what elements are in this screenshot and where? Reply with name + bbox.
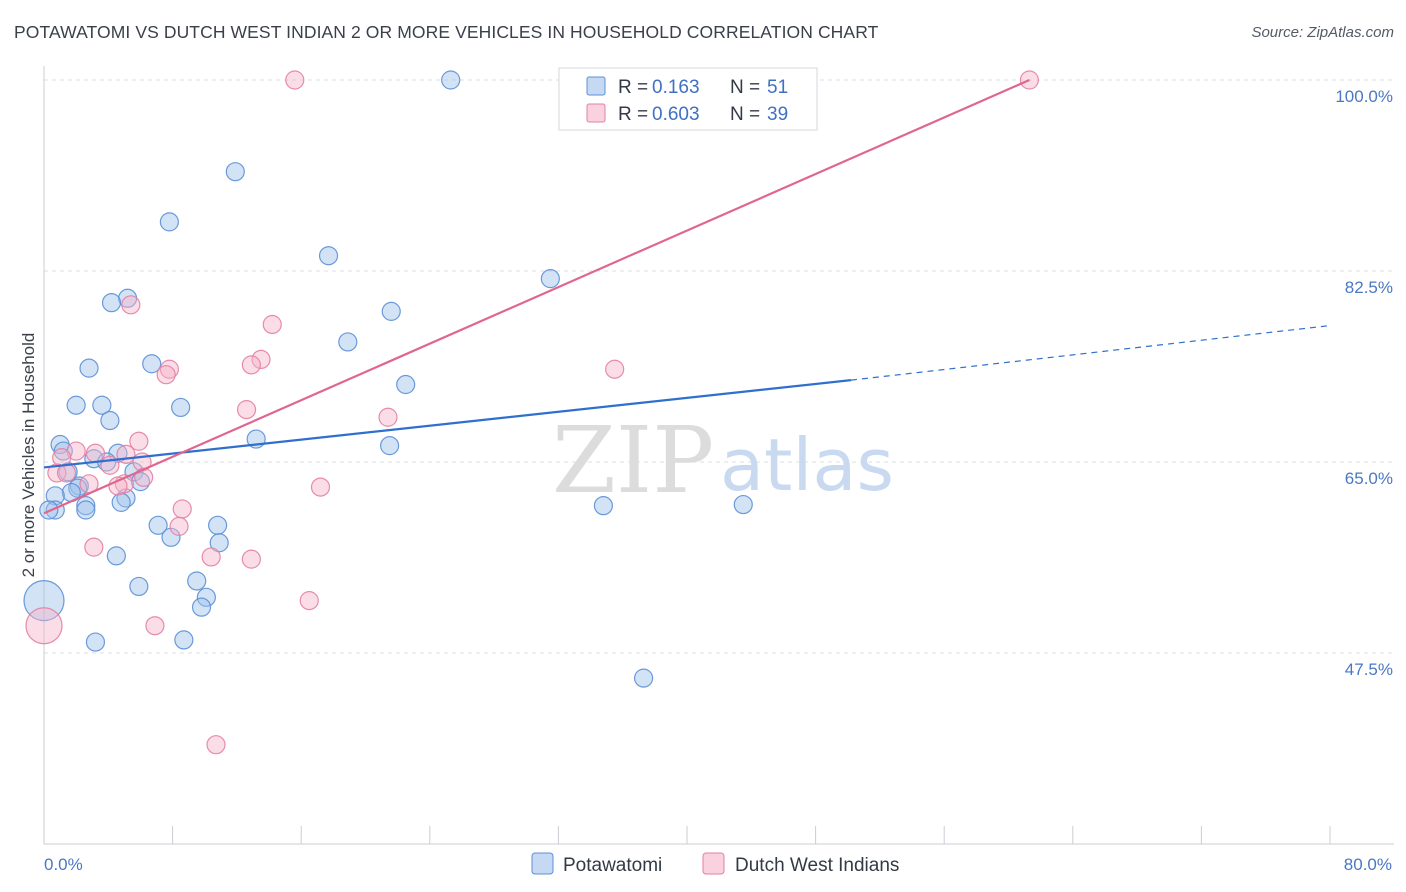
potawatomi-point <box>100 410 120 431</box>
y-axis-title: 2 or more Vehicles in Household <box>19 333 38 578</box>
y-tick-label: 65.0% <box>1345 469 1393 488</box>
legend-n-value: 39 <box>767 104 788 125</box>
potawatomi-point <box>148 515 168 535</box>
potawatomi-point <box>111 492 131 512</box>
y-tick-label: 47.5% <box>1345 660 1393 679</box>
potawatomi-point <box>76 500 96 520</box>
dutch-west-indians-point <box>121 295 141 315</box>
dutch-west-indians-point <box>169 516 189 536</box>
potawatomi-point <box>45 486 65 506</box>
dutch-west-indians-point <box>116 444 136 464</box>
potawatomi-point <box>187 571 207 591</box>
dutch-west-indians-point <box>285 70 305 90</box>
potawatomi-point <box>380 436 400 456</box>
potawatomi-point <box>593 496 614 516</box>
dutch-west-indians-point <box>108 476 128 496</box>
dutch-west-indians-point <box>145 616 165 636</box>
dutch-west-indians-point <box>56 463 77 483</box>
potawatomi-trend-line <box>43 379 852 469</box>
y-tick-label: 82.5% <box>1345 278 1393 297</box>
potawatomi-point <box>171 397 191 418</box>
dutch-west-indians-point <box>156 365 176 385</box>
chart-title: POTAWATOMI VS DUTCH WEST INDIAN 2 OR MOR… <box>14 22 879 42</box>
legend-swatch <box>586 103 606 123</box>
dutch-west-indians-point <box>134 467 154 487</box>
potawatomi-point <box>396 374 416 395</box>
potawatomi-point <box>85 632 106 652</box>
potawatomi-point <box>129 576 149 597</box>
dutch-west-indians-point <box>201 547 221 567</box>
dutch-west-indians-point <box>172 499 192 519</box>
legend-r-label: R = <box>618 104 648 125</box>
dutch-west-indians-point <box>206 735 226 755</box>
potawatomi-point <box>76 496 96 516</box>
potawatomi-point <box>161 527 181 547</box>
dutch-west-indians-point <box>605 359 625 379</box>
watermark: ZIP atlas <box>552 407 894 514</box>
bottom-legend-swatch <box>702 852 725 875</box>
dutch-west-indians-point <box>236 400 257 420</box>
legend-r-label: R = <box>618 77 648 98</box>
potawatomi-point <box>225 162 245 182</box>
potawatomi-point <box>208 515 228 535</box>
dutch-west-indians-trend-line <box>43 78 1030 515</box>
dutch-west-indians-point <box>241 549 261 569</box>
potawatomi-point <box>79 358 99 378</box>
bottom-legend-label: Potawatomi <box>563 855 662 876</box>
dutch-west-indians-point <box>299 591 319 611</box>
potawatomi-trend-extension <box>850 324 1331 381</box>
legend-n-label: N = <box>730 77 760 98</box>
legend-n-value: 51 <box>767 77 788 98</box>
dutch-west-indians-point <box>251 349 271 370</box>
bottom-legend-swatch <box>531 852 554 875</box>
potawatomi-point <box>191 597 212 617</box>
legend: R = 0.163 N = 51 R = 0.603 N = 39 <box>558 67 818 131</box>
potawatomi-point <box>733 494 753 515</box>
potawatomi-point <box>441 70 461 90</box>
potawatomi-point <box>318 246 339 266</box>
dutch-west-indians-point <box>310 477 331 497</box>
potawatomi-point <box>159 212 179 232</box>
legend-swatch <box>586 76 606 96</box>
dutch-west-indians-point <box>84 537 104 557</box>
legend-r-value: 0.603 <box>652 104 700 125</box>
potawatomi-point <box>92 395 112 415</box>
dutch-west-indians-point <box>159 359 179 379</box>
potawatomi-point <box>633 668 654 688</box>
watermark-atlas: atlas <box>720 423 894 507</box>
legend-n-label: N = <box>730 104 760 125</box>
x-tick-label: 80.0% <box>1344 855 1392 874</box>
data-points <box>23 70 1039 755</box>
dutch-west-indians-point <box>241 355 261 375</box>
x-tick-label: 0.0% <box>44 855 83 874</box>
dutch-west-indians-point <box>129 431 149 451</box>
trend-lines <box>43 78 1331 515</box>
tick-labels: 47.5% 65.0% 82.5% 100.0% 0.0% 80.0% <box>44 87 1393 874</box>
dutch-west-indians-point <box>25 607 63 645</box>
axes <box>43 66 1394 845</box>
potawatomi-point <box>66 395 86 415</box>
potawatomi-point <box>338 332 358 352</box>
bottom-legend-label: Dutch West Indians <box>735 855 899 876</box>
dutch-west-indians-point <box>262 314 282 335</box>
potawatomi-point <box>540 269 560 289</box>
potawatomi-point <box>381 301 401 321</box>
y-tick-label: 100.0% <box>1335 87 1393 106</box>
potawatomi-point <box>142 354 162 374</box>
potawatomi-point <box>174 630 194 650</box>
watermark-zip: ZIP <box>552 407 714 514</box>
bottom-legend: Potawatomi Dutch West Indians <box>531 852 899 876</box>
potawatomi-point <box>196 587 216 607</box>
dutch-west-indians-point <box>85 443 106 463</box>
dutch-west-indians-point <box>47 463 67 483</box>
potawatomi-point <box>101 293 122 313</box>
source-label: Source: ZipAtlas.com <box>1251 24 1394 41</box>
potawatomi-point <box>106 546 126 566</box>
legend-r-value: 0.163 <box>652 77 700 98</box>
dutch-west-indians-point <box>378 407 398 427</box>
